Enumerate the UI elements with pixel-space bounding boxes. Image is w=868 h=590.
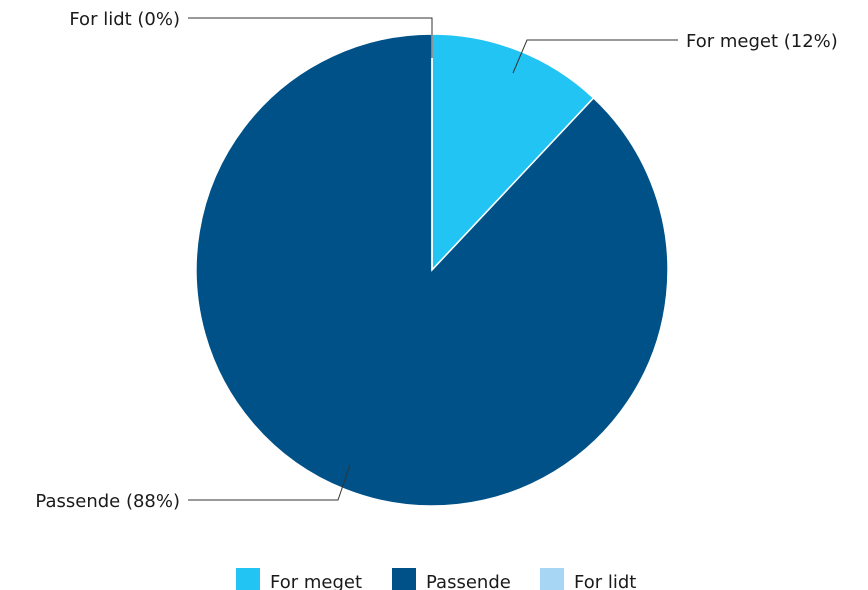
legend-item-passende: Passende (392, 568, 511, 590)
data-label-for-lidt: For lidt (0%) (69, 9, 180, 30)
pie-slices (195, 33, 669, 507)
legend-item-for-meget: For meget (236, 568, 362, 590)
legend-swatch-for-lidt (540, 568, 564, 590)
data-label-for-meget: For meget (12%) (686, 31, 838, 52)
legend: For meget Passende For lidt (236, 568, 636, 590)
legend-item-for-lidt: For lidt (540, 568, 636, 590)
data-label-passende: Passende (88%) (35, 491, 180, 512)
legend-swatch-passende (392, 568, 416, 590)
legend-swatch-for-meget (236, 568, 260, 590)
data-labels: For meget (12%) Passende (88%) For lidt … (35, 9, 837, 512)
legend-label-for-lidt: For lidt (574, 572, 636, 590)
leader-line-passende (188, 464, 351, 501)
leader-line-for-lidt (188, 17, 433, 58)
leader-lines (188, 17, 678, 501)
leader-line-for-meget (512, 39, 678, 74)
legend-label-for-meget: For meget (270, 572, 362, 590)
pie-slice-for-meget (431, 33, 595, 272)
legend-label-passende: Passende (426, 572, 511, 590)
